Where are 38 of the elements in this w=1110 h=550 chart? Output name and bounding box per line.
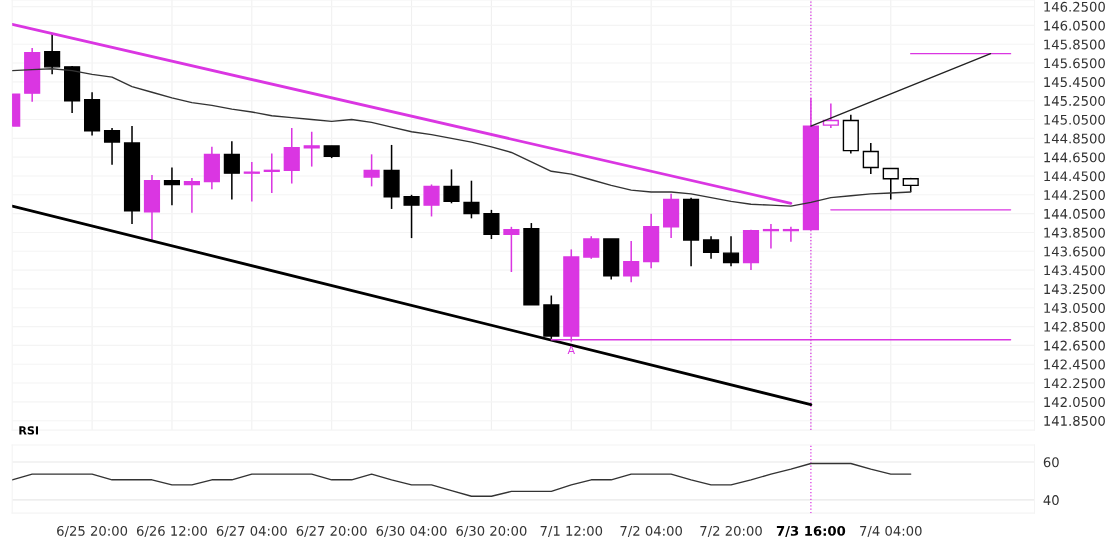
y-tick-label: 145.8500	[1044, 39, 1105, 50]
y-tick-label: 142.2500	[1044, 378, 1105, 389]
y-tick-label: 143.2500	[1044, 284, 1105, 295]
y-tick-label: 145.6500	[1044, 58, 1105, 69]
y-tick-label: 142.6500	[1044, 340, 1105, 351]
annotation: A	[567, 346, 575, 355]
x-tick-label: 6/30 04:00	[376, 525, 447, 537]
y-tick-label: 145.0500	[1044, 114, 1105, 125]
y-tick-label: 141.8500	[1044, 415, 1105, 426]
x-tick-label: 7/1 12:00	[540, 525, 603, 537]
y-tick-label: 144.4500	[1044, 171, 1105, 182]
x-tick-label: 6/25 20:00	[57, 525, 128, 537]
x-tick-label: 6/26 12:00	[136, 525, 207, 537]
y-tick-label: 142.8500	[1044, 321, 1105, 332]
y-tick-label: 144.2500	[1044, 190, 1105, 201]
x-tick-label: 7/4 04:00	[860, 525, 922, 537]
y-tick-label: 145.2500	[1044, 95, 1105, 106]
x-tick-label: 7/3 16:00	[776, 525, 846, 537]
y-tick-label: 40	[1043, 495, 1059, 506]
y-tick-label: 144.6500	[1044, 152, 1105, 163]
y-tick-label: 144.0500	[1044, 208, 1105, 219]
y-tick-label: 142.0500	[1044, 397, 1105, 408]
x-tick-label: 6/27 20:00	[296, 525, 367, 537]
y-tick-label: 146.0500	[1044, 20, 1105, 31]
y-tick-label: 143.8500	[1044, 227, 1105, 238]
y-tick-label: 145.4500	[1044, 77, 1105, 88]
y-tick-label: 146.2500	[1044, 1, 1105, 12]
x-tick-label: 6/27 04:00	[216, 525, 287, 537]
x-tick-label: 6/30 20:00	[456, 525, 527, 537]
x-tick-label: 7/2 20:00	[700, 525, 762, 537]
x-tick-label: 7/2 04:00	[620, 525, 682, 537]
y-tick-label: 142.4500	[1044, 359, 1105, 370]
y-tick-label: 143.4500	[1044, 265, 1105, 276]
chart-title: RSI	[19, 426, 39, 435]
y-tick-label: 60	[1043, 457, 1059, 468]
y-tick-label: 143.6500	[1044, 246, 1105, 257]
y-tick-label: 144.8500	[1044, 133, 1105, 144]
y-tick-label: 143.0500	[1044, 302, 1105, 313]
